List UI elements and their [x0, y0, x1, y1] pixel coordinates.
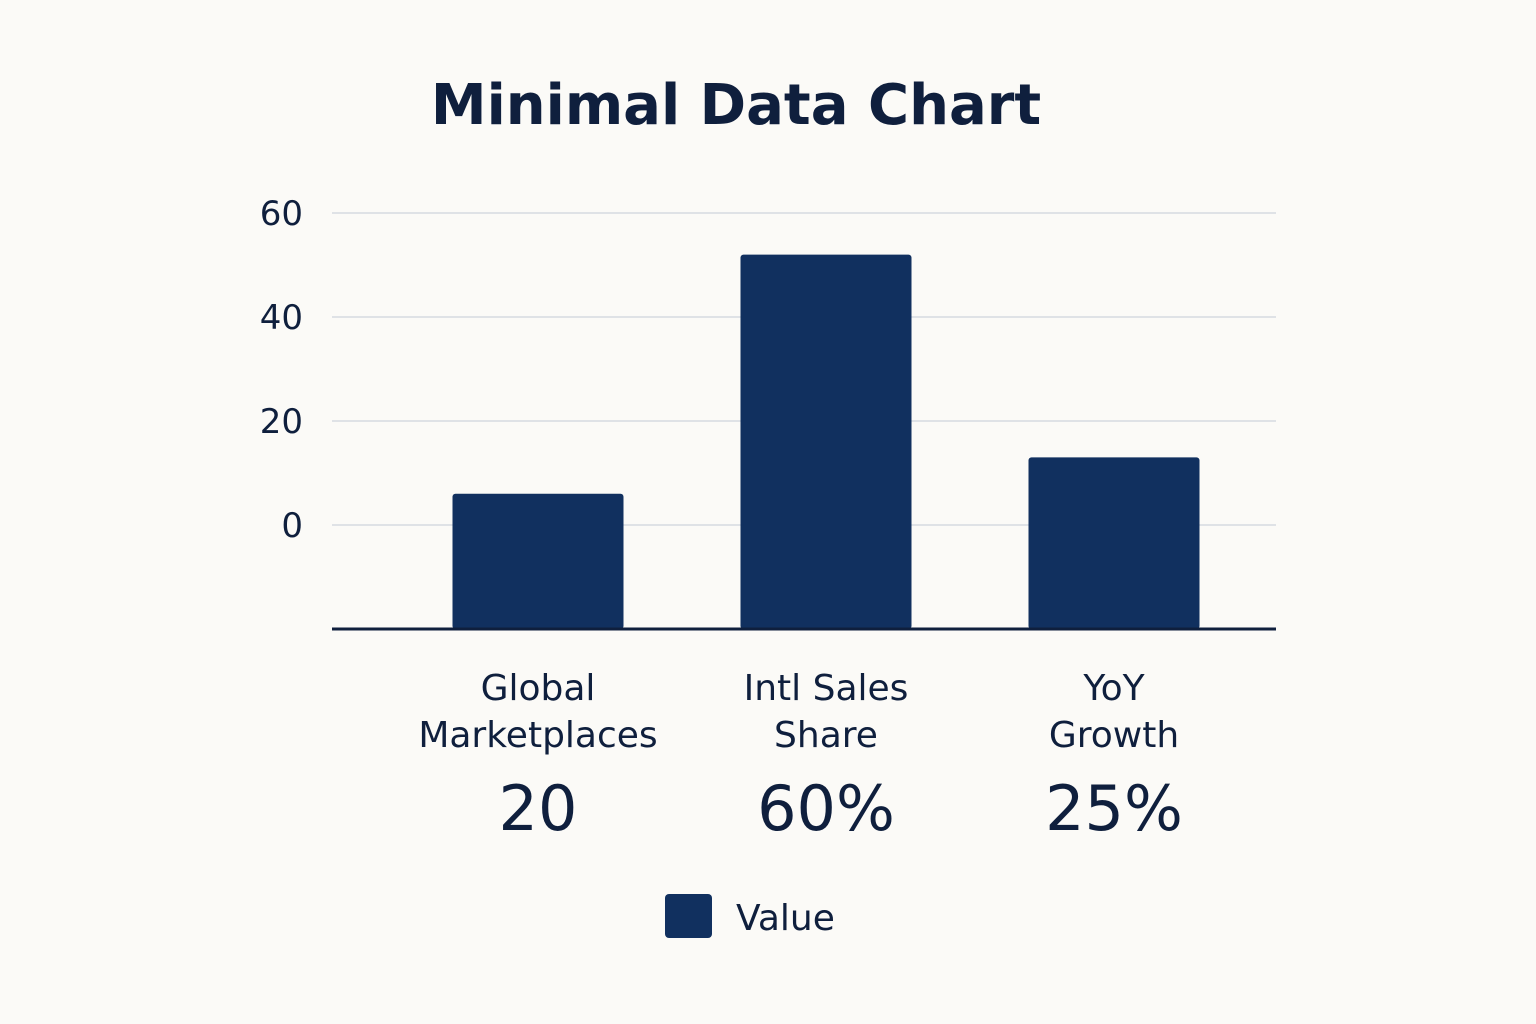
- bars: [452, 254, 1200, 629]
- y-tick-label-0: 0: [281, 506, 303, 546]
- value-label-2: 25%: [1045, 772, 1183, 845]
- y-tick-label-20: 20: [260, 402, 303, 442]
- legend-label-value: Value: [736, 898, 835, 939]
- x-tick-label-2: YoY Growth: [1049, 668, 1179, 756]
- legend-swatch-value: [665, 894, 712, 938]
- x-tick-label-1: Intl Sales Share: [744, 668, 909, 756]
- y-tick-label-60: 60: [260, 194, 303, 234]
- y-tick-label-40: 40: [260, 298, 303, 338]
- chart-title: Minimal Data Chart: [431, 73, 1041, 138]
- x-tick-label-0: Global Marketplaces: [418, 668, 657, 756]
- value-label-0: 20: [499, 772, 578, 845]
- legend: Value: [665, 894, 835, 939]
- y-axis-ticks: 0 20 40 60: [260, 194, 303, 546]
- x-axis-labels: Global Marketplaces Intl Sales Share YoY Grow…: [418, 668, 1179, 756]
- value-label-1: 60%: [757, 772, 895, 845]
- value-labels: 20 60% 25%: [499, 772, 1183, 845]
- bar-0: [452, 493, 624, 629]
- bar-1: [740, 254, 912, 629]
- bar-2: [1028, 457, 1200, 629]
